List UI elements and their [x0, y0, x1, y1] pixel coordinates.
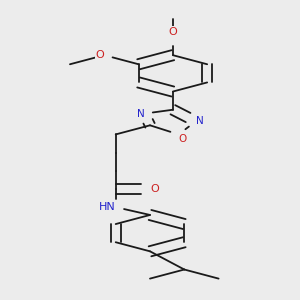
- Text: N: N: [136, 109, 144, 118]
- Text: HN: HN: [99, 202, 116, 212]
- Text: O: O: [95, 50, 104, 60]
- Text: O: O: [150, 184, 159, 194]
- Text: O: O: [169, 27, 177, 37]
- Text: O: O: [178, 134, 187, 144]
- Text: N: N: [196, 116, 203, 126]
